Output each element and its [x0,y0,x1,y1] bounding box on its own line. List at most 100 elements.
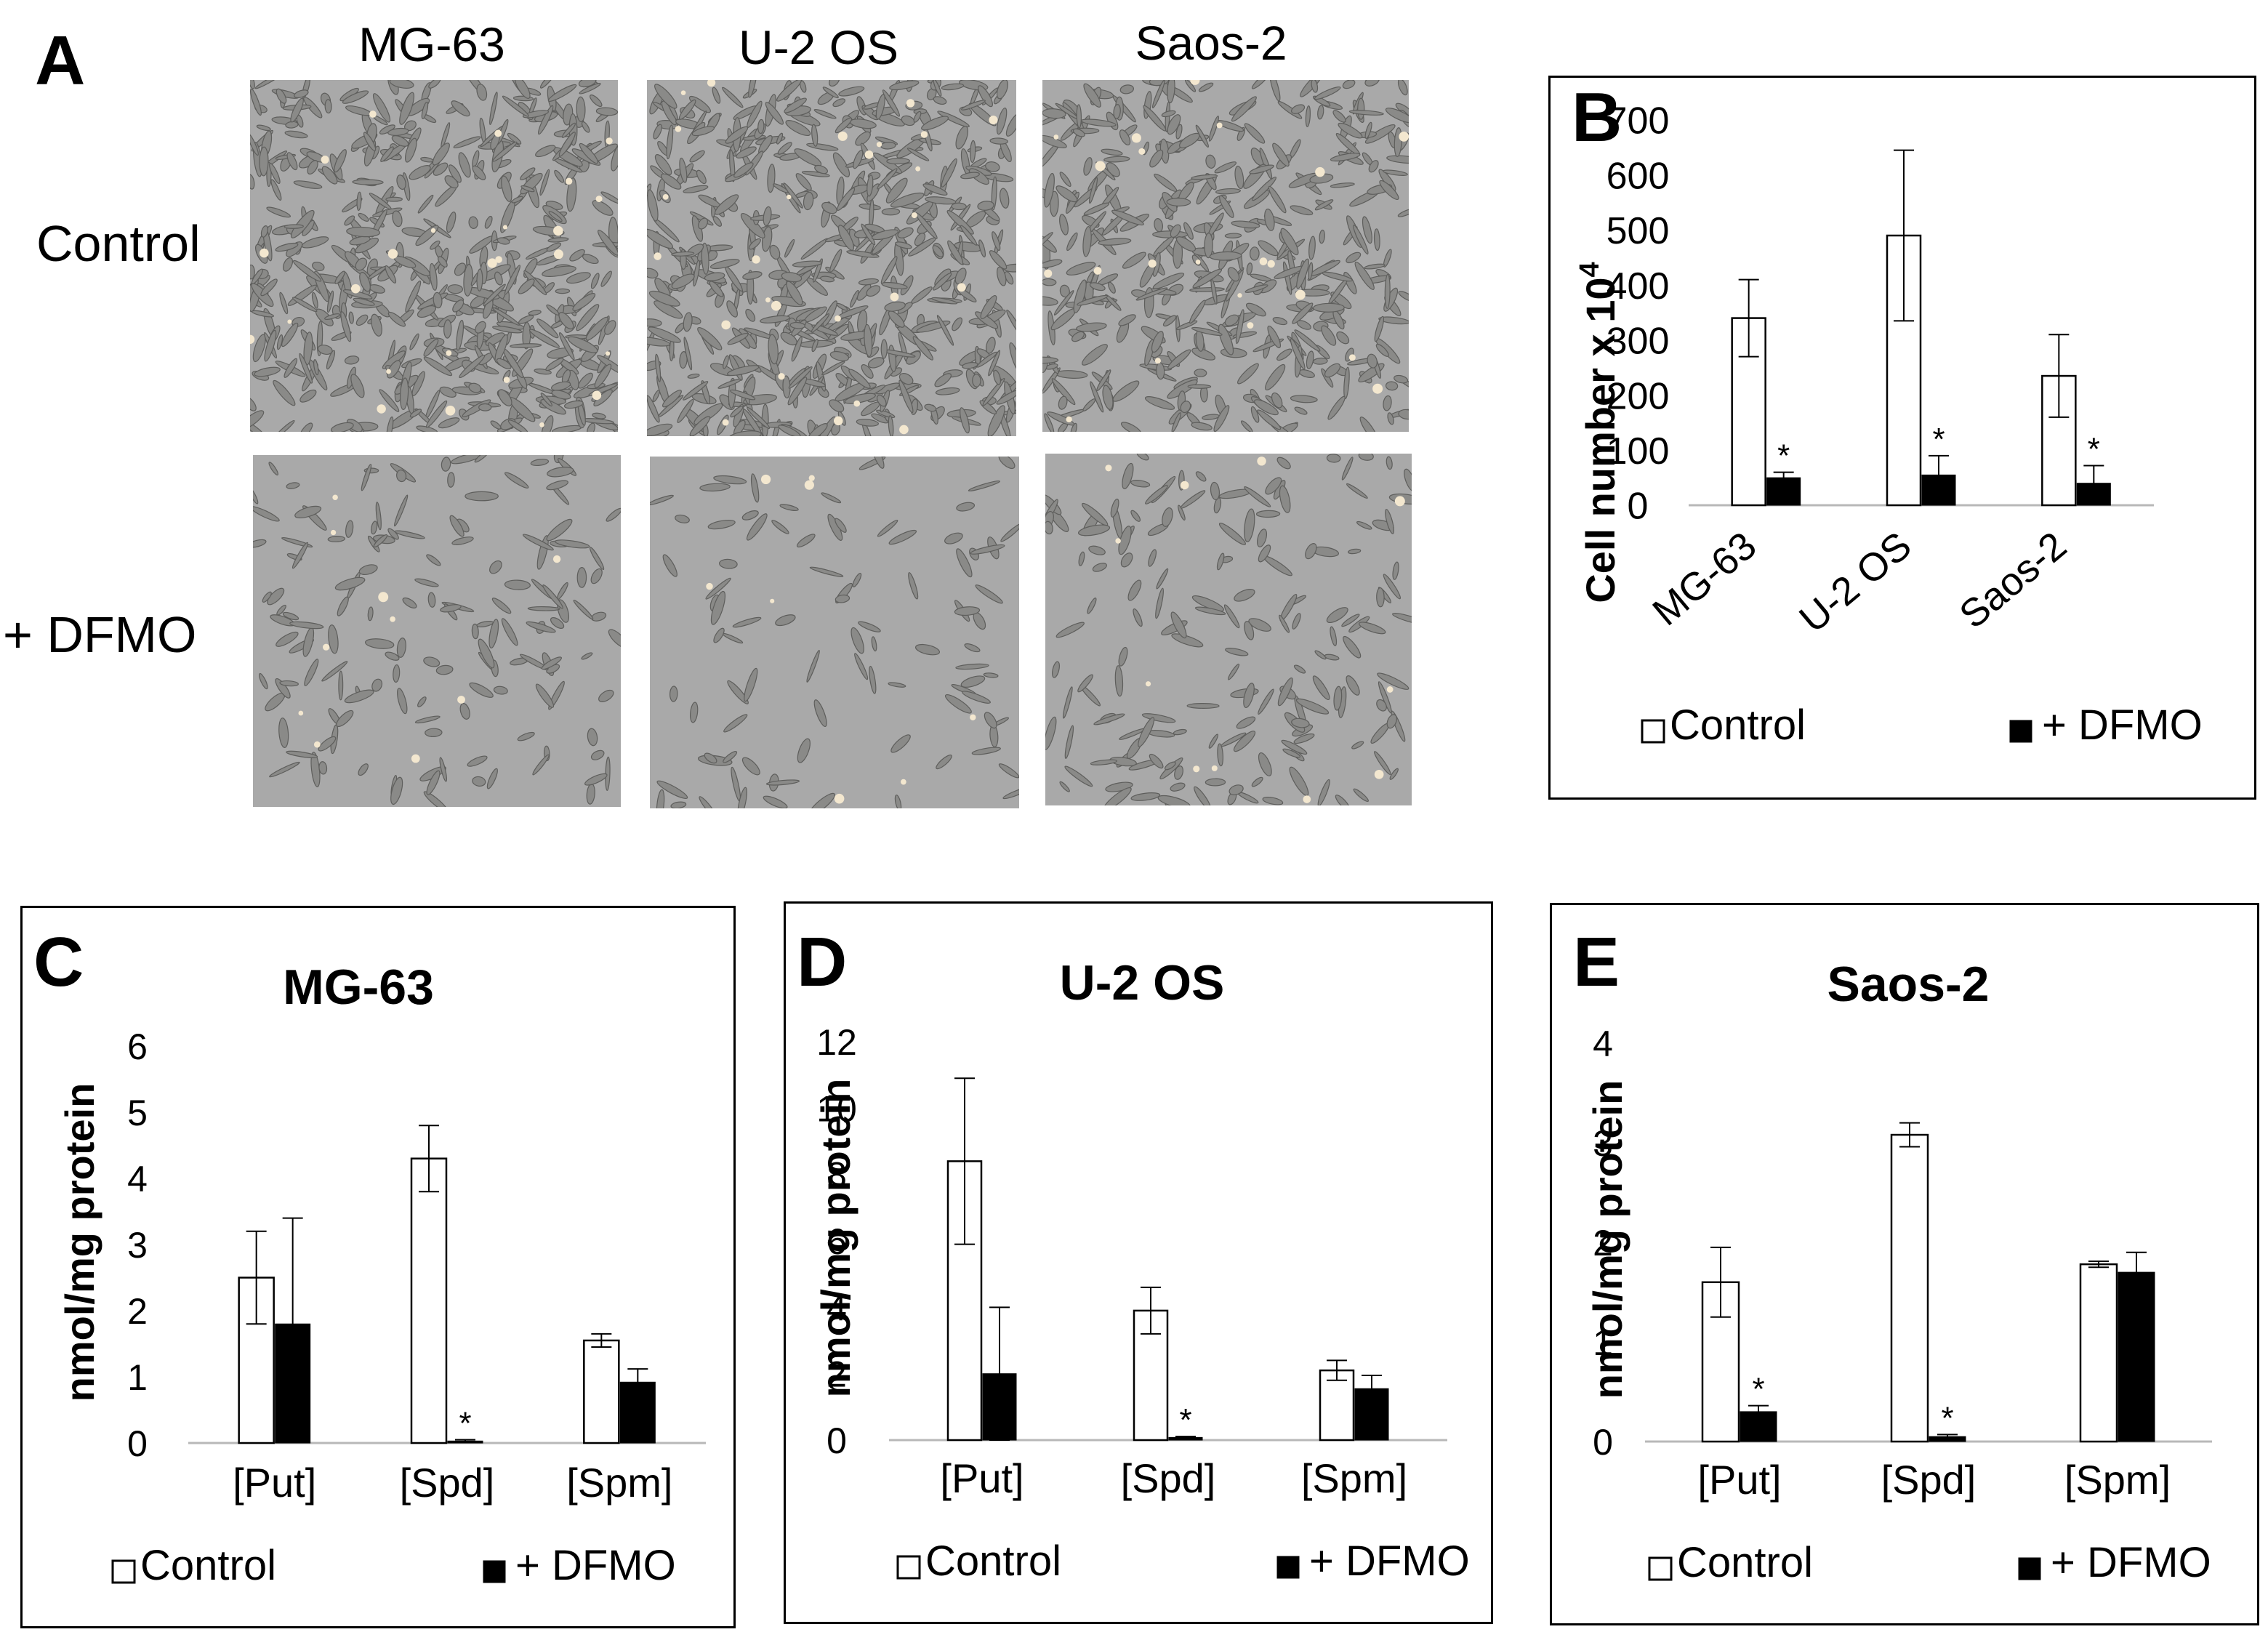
x-tick-label: [Spm] [566,1460,672,1506]
cell-shape [266,206,291,218]
cell-shape [414,578,439,587]
cell-shape [1276,457,1291,470]
cell-shape [1000,523,1019,542]
cell-shape [438,417,460,429]
cell-shape [675,514,690,523]
bright-cell [446,350,452,356]
y-tick-label: 1 [127,1357,148,1398]
bar-dfmo [2118,1271,2155,1442]
cell-shape [850,289,859,308]
cell-shape [654,84,677,109]
cell-shape [584,773,608,786]
cell-shape [713,475,747,485]
cell-shape [846,250,880,258]
cell-shape [648,290,680,307]
cell-shape [577,400,586,426]
cell-shape [976,351,997,368]
cell-shape [259,146,269,177]
cell-shape [1210,481,1221,501]
cell-shape [1058,395,1068,410]
cell-shape [520,185,535,193]
cell-shape [426,554,441,566]
cell-shape [781,272,803,283]
cell-shape [741,510,759,520]
cell-shape [294,505,322,519]
cell-shape [367,606,374,622]
cell-shape [1170,611,1187,639]
cell-shape [950,204,971,231]
bright-cell [1394,496,1405,507]
cell-shape [292,297,318,313]
cell-shape [528,310,542,316]
cell-shape [1042,278,1057,286]
x-tick-label: [Spd] [400,1460,495,1506]
cell-shape [281,322,299,347]
bright-cell [853,400,861,407]
cell-shape [290,209,315,238]
cell-shape [1346,252,1362,264]
cell-shape [647,395,660,423]
cell-shape [1394,374,1409,384]
cell-shape [423,356,453,377]
cell-shape [1330,626,1338,646]
cell-shape [1281,739,1308,755]
cell-shape [474,455,490,463]
cell-shape [1055,622,1085,638]
cell-shape [1103,787,1132,805]
cell-shape [1257,528,1268,547]
cell-shape [472,165,486,180]
cell-shape [750,473,760,503]
cell-shape [937,110,970,128]
cell-shape [951,202,967,211]
cell-shape [888,529,917,545]
cell-shape [425,728,443,738]
bar-control [583,1339,620,1444]
cell-shape [890,734,911,753]
cell-shape [402,597,417,608]
cell-shape [1227,267,1240,282]
cell-shape [542,265,576,277]
micrograph-image [1042,80,1409,432]
cell-shape [592,412,606,419]
cell-shape [250,88,262,116]
bright-cell [675,126,682,132]
bar-control [410,1157,448,1444]
cell-shape [267,587,285,606]
cell-shape [989,137,1008,145]
cell-shape [1156,568,1169,590]
chart-e-saos2: Saos-2 0 1 2 3 4 nmol/mg protein * [Put] * [Spd] [S… [1585,957,2212,1586]
cell-shape [417,194,434,214]
cell-shape [808,423,828,436]
cell-shape [358,212,369,222]
cell-shape [432,142,450,166]
cell-shape [587,422,596,432]
cell-shape [763,795,788,808]
cell-shape [1118,314,1136,326]
cell-shape [1151,331,1164,353]
cell-shape [313,359,319,376]
cell-shape [582,254,599,265]
y-tick-label: 3 [127,1225,148,1266]
cell-shape [468,382,482,393]
cell-shape [1195,124,1209,148]
legend-swatch-control [1648,1556,1673,1581]
x-tick-label: [Put] [233,1460,316,1506]
cell-shape [821,361,845,376]
legend-swatch-control [111,1559,136,1584]
cell-shape [699,483,731,492]
cell-shape [576,567,587,588]
cell-shape [600,191,618,204]
cell-shape [1244,123,1266,144]
cell-shape [427,592,436,608]
cell-shape [345,520,354,538]
y-tick-label: 0 [1593,1422,1613,1463]
cell-shape [1218,523,1246,545]
cell-shape [671,273,695,289]
bright-cell [411,754,420,763]
cell-shape [468,216,478,229]
cell-shape [1314,87,1341,100]
cell-shape [1292,613,1301,630]
cell-shape [293,180,323,189]
y-tick-label: 6 [827,1221,847,1262]
cell-shape [1208,733,1219,749]
